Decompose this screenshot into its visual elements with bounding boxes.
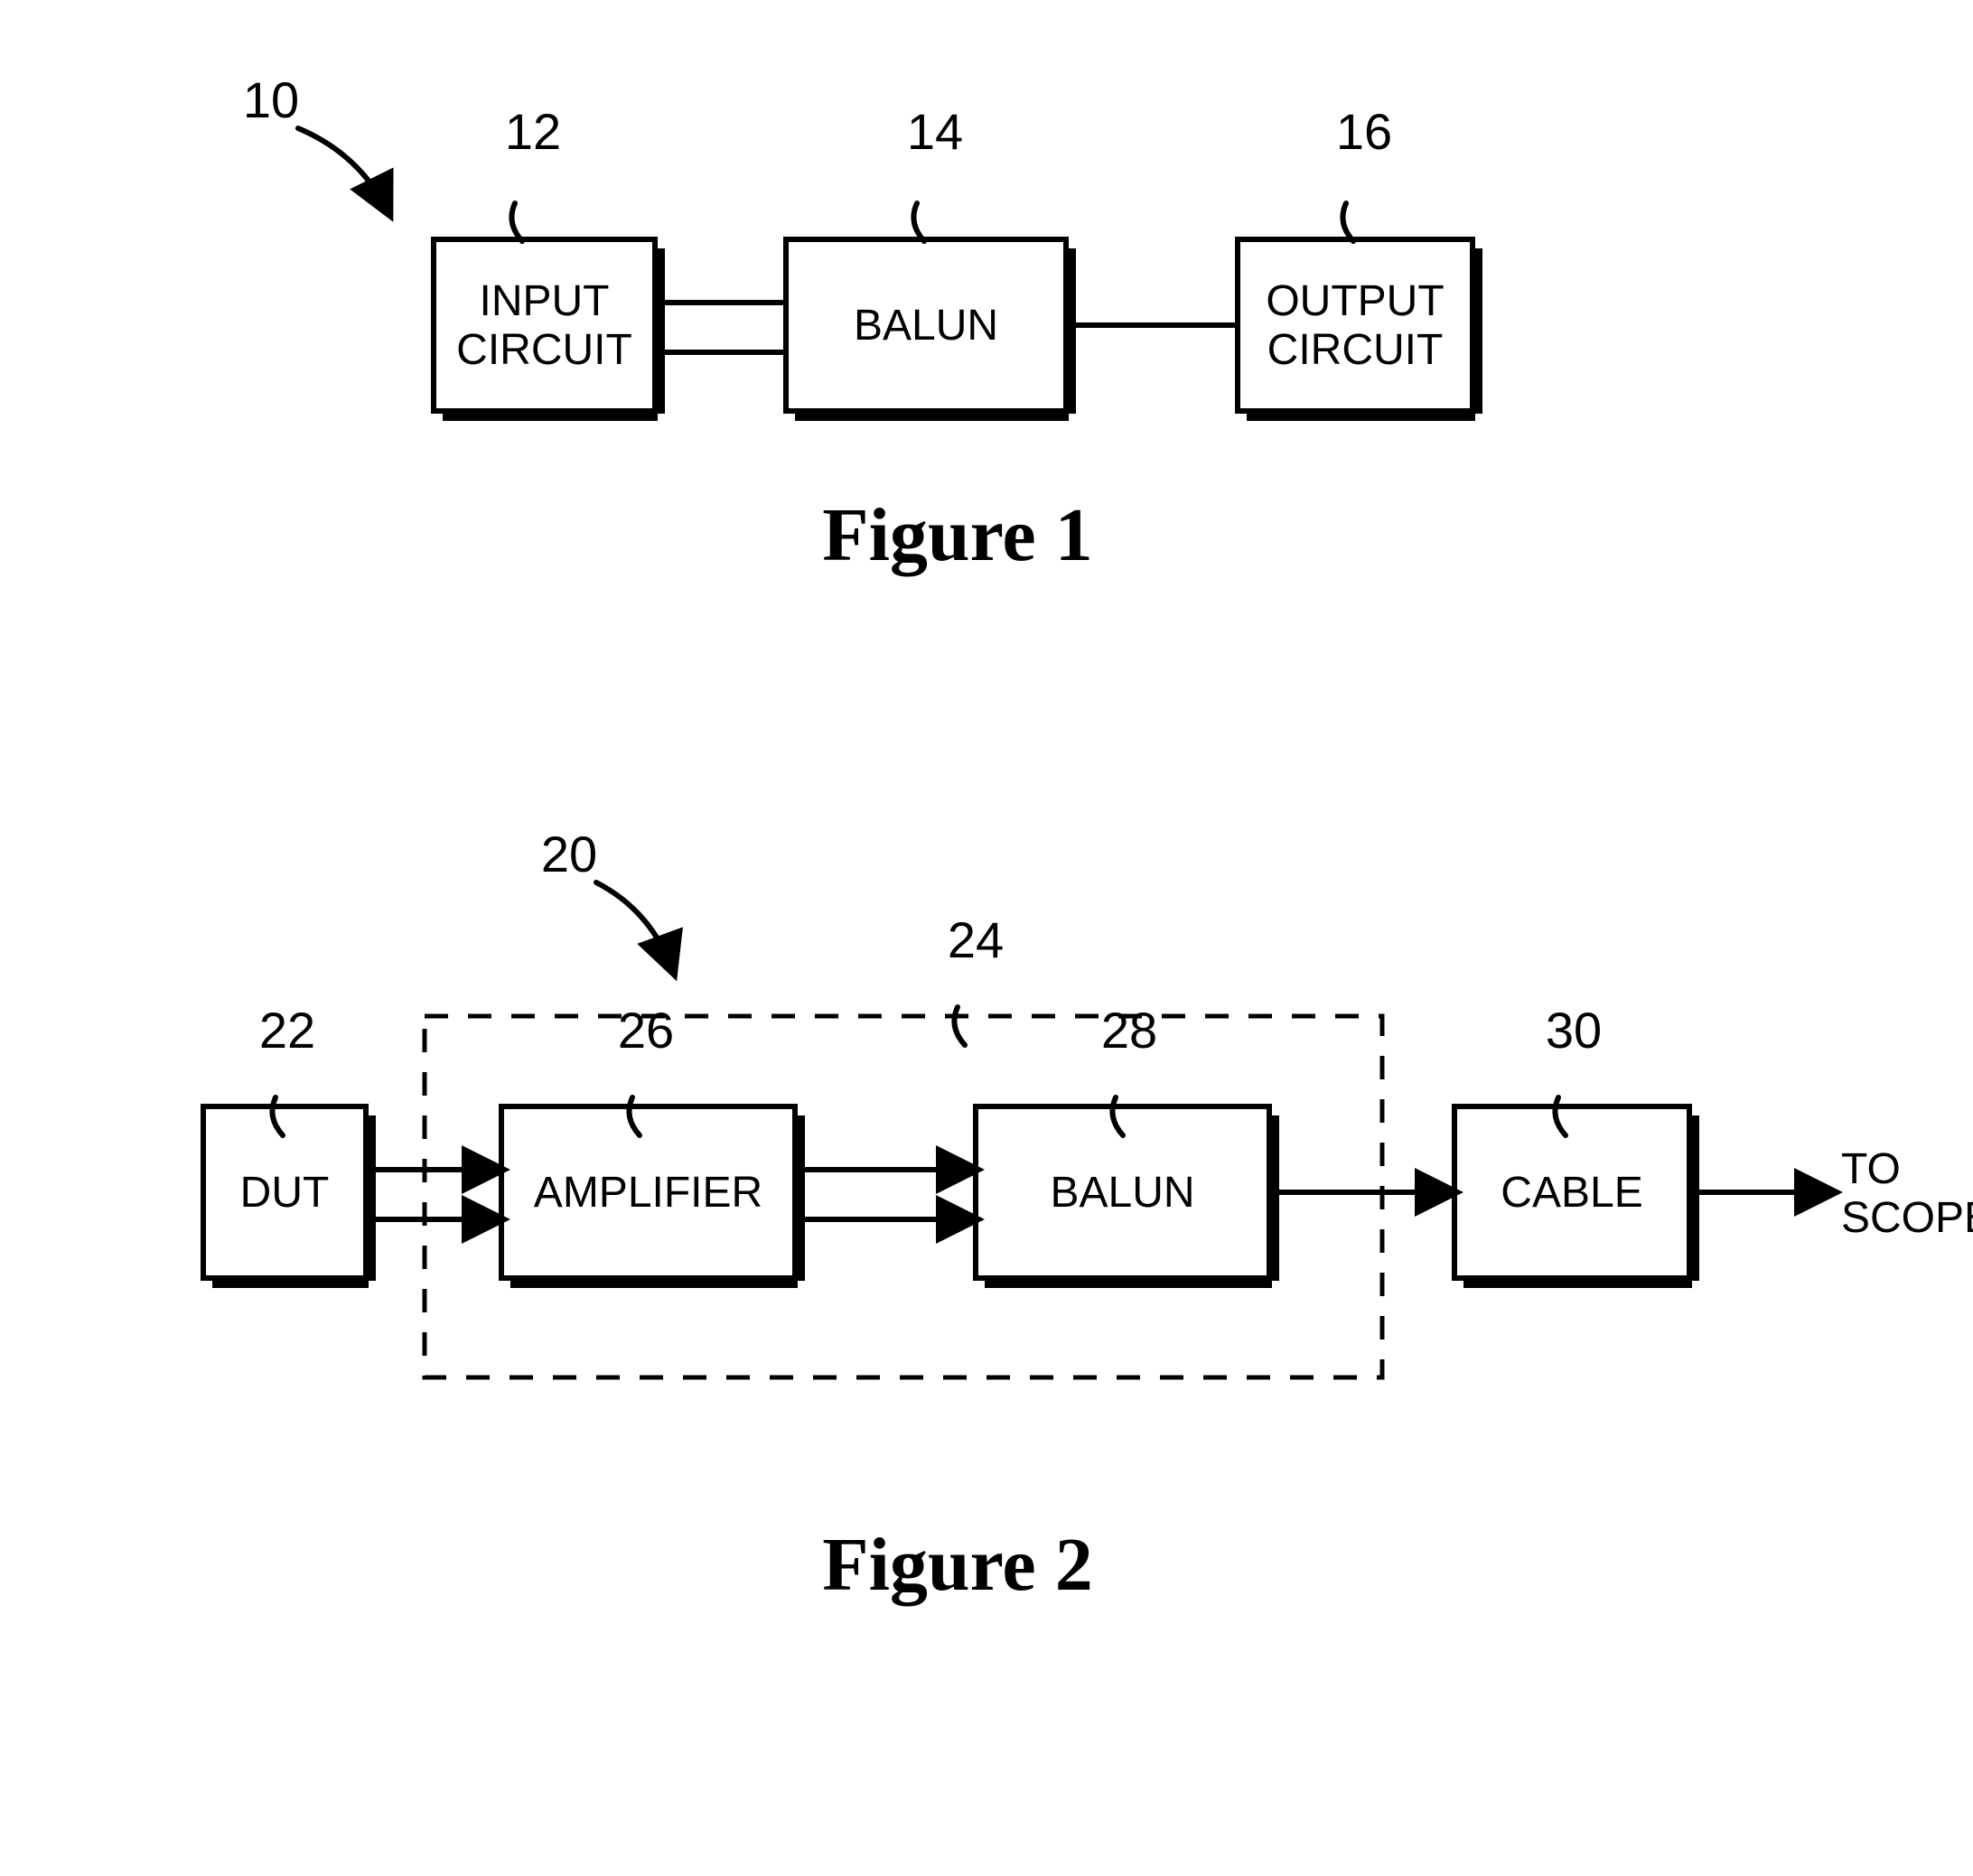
output-label: TO xyxy=(1841,1145,1901,1193)
output-label: SCOPE xyxy=(1841,1194,1973,1242)
ref-label-22: 22 xyxy=(259,1002,315,1059)
ref-label-24: 24 xyxy=(948,911,1004,968)
ref-tick xyxy=(511,203,522,241)
block-label-output: CIRCUIT xyxy=(1267,326,1444,374)
block-input xyxy=(434,239,655,411)
ref-arrow xyxy=(298,128,388,212)
block-label-dut: DUT xyxy=(240,1169,330,1217)
ref-label-10: 10 xyxy=(243,71,299,128)
ref-tick xyxy=(954,1007,965,1045)
block-label-output: OUTPUT xyxy=(1266,277,1444,325)
figure-1-title: Figure 1 xyxy=(822,493,1092,577)
block-label-balun2: BALUN xyxy=(1050,1169,1194,1217)
ref-label-28: 28 xyxy=(1101,1002,1157,1059)
block-label-input: CIRCUIT xyxy=(456,326,632,374)
ref-label-16: 16 xyxy=(1336,103,1392,160)
ref-arrow xyxy=(596,882,673,971)
block-output xyxy=(1238,239,1473,411)
figure-2-title: Figure 2 xyxy=(822,1523,1092,1607)
ref-label-26: 26 xyxy=(618,1002,674,1059)
ref-label-30: 30 xyxy=(1546,1002,1602,1059)
ref-label-20: 20 xyxy=(541,826,597,882)
block-label-balun: BALUN xyxy=(854,302,998,350)
ref-label-12: 12 xyxy=(505,103,561,160)
ref-tick xyxy=(913,203,924,241)
block-label-input: INPUT xyxy=(480,277,610,325)
ref-tick xyxy=(1342,203,1353,241)
block-label-cable: CABLE xyxy=(1501,1169,1642,1217)
block-label-amplifier: AMPLIFIER xyxy=(534,1169,762,1217)
ref-label-14: 14 xyxy=(907,103,963,160)
